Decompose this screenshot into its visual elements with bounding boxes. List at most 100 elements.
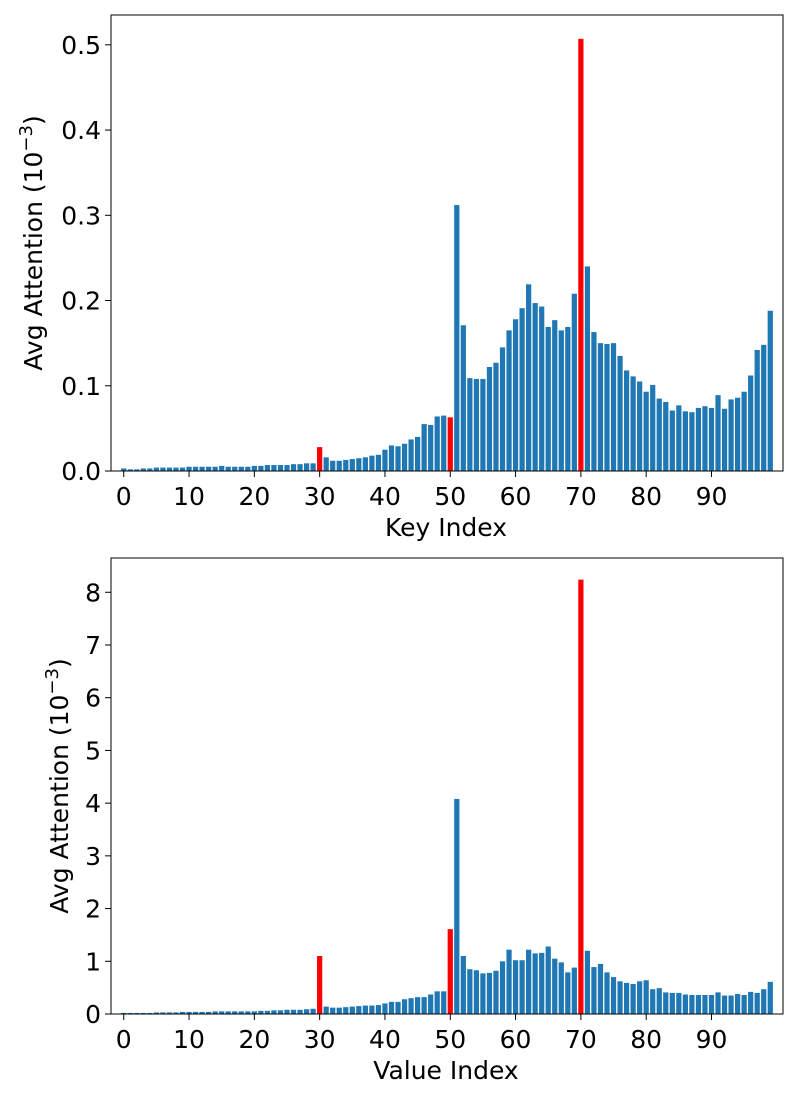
y-tick-label-3: 3: [85, 842, 101, 871]
bar-56: [486, 972, 493, 1014]
bar-26: [290, 464, 297, 471]
bar-75: [610, 977, 617, 1014]
bar-80: [643, 391, 649, 471]
bar-21: [258, 1010, 264, 1014]
bar-40: [382, 449, 388, 471]
bar-88: [695, 407, 702, 471]
bar-78: [630, 376, 636, 471]
bar-23: [271, 1010, 277, 1014]
bar-89: [702, 406, 708, 471]
bar-82: [656, 988, 662, 1014]
bar-19: [245, 1011, 251, 1014]
bar-89: [702, 995, 708, 1014]
bar-7: [166, 467, 173, 471]
axes-frame: [110, 557, 784, 1015]
x-tick-label-0: 0: [116, 1025, 132, 1054]
axes-frame: [110, 14, 784, 472]
x-tick-label-60: 60: [500, 1025, 532, 1054]
bar-93: [728, 995, 734, 1014]
bar-37: [362, 457, 368, 471]
bar-61: [519, 960, 525, 1014]
bar-31: [323, 1006, 329, 1014]
bar-highlight-30: [317, 956, 323, 1014]
x-tick-label-10: 10: [173, 482, 205, 511]
bar-19: [245, 466, 251, 471]
bar-71: [584, 950, 591, 1014]
bar-83: [663, 992, 669, 1014]
bar-83: [663, 401, 669, 471]
bar-79: [637, 381, 643, 471]
bar-98: [761, 344, 767, 471]
bar-48: [434, 416, 440, 471]
bar-6: [160, 1012, 166, 1014]
bar-39: [375, 454, 382, 471]
bar-95: [741, 995, 747, 1014]
x-tick-label-10: 10: [173, 1025, 205, 1054]
bars: [121, 38, 773, 472]
bar-63: [532, 303, 538, 471]
bar-33: [336, 460, 342, 471]
bar-22: [264, 465, 271, 471]
bar-92: [721, 408, 728, 471]
bar-27: [297, 464, 303, 471]
bar-54: [473, 970, 479, 1014]
x-axis-title: Value Index: [373, 1056, 518, 1085]
bar-65: [545, 326, 551, 471]
bar-17: [232, 1011, 238, 1014]
bar-66: [552, 958, 558, 1014]
bar-79: [637, 981, 643, 1014]
bar-46: [421, 997, 427, 1014]
y-axis-title-suffix: ): [45, 658, 74, 668]
bar-26: [290, 1009, 297, 1014]
bar-34: [343, 459, 349, 471]
y-tick-label-6: 6: [85, 684, 101, 713]
y-axis-title-base: Avg Attention (10: [19, 152, 48, 371]
bar-62: [526, 284, 532, 471]
bar-77: [623, 370, 630, 471]
bar-77: [623, 982, 630, 1014]
bar-69: [571, 967, 577, 1014]
y-axis-title-exponent: −3: [16, 125, 37, 152]
bar-21: [258, 465, 264, 471]
bar-23: [271, 465, 277, 471]
bar-54: [473, 378, 479, 471]
bar-6: [160, 467, 166, 471]
bar-99: [767, 310, 773, 471]
bar-49: [441, 415, 447, 471]
bar-72: [591, 967, 597, 1014]
bar-60: [512, 960, 519, 1014]
bar-28: [303, 1009, 310, 1014]
bar-86: [682, 411, 688, 471]
x-tick-label-20: 20: [238, 482, 270, 511]
bar-11: [192, 466, 199, 471]
bar-92: [721, 995, 728, 1014]
bar-15: [219, 465, 225, 471]
bar-38: [369, 1005, 375, 1014]
bar-11: [192, 1011, 199, 1014]
bar-56: [486, 367, 493, 471]
bar-59: [506, 330, 512, 471]
bar-40: [382, 1003, 388, 1014]
bar-1: [127, 1012, 133, 1014]
y-tick-label-2: 0.2: [61, 287, 101, 316]
bar-94: [735, 993, 741, 1014]
bar-42: [395, 1001, 401, 1014]
bar-25: [284, 465, 290, 471]
bar-32: [330, 460, 336, 471]
x-tick-label-30: 30: [304, 1025, 336, 1054]
bar-72: [591, 332, 597, 471]
bar-76: [617, 981, 623, 1014]
bar-24: [277, 465, 284, 471]
bar-35: [349, 459, 355, 471]
bar-99: [767, 981, 773, 1014]
bar-41: [388, 1001, 395, 1014]
bar-14: [212, 1011, 218, 1014]
bar-85: [676, 992, 682, 1014]
bar-98: [761, 989, 767, 1014]
bar-33: [336, 1007, 342, 1014]
bar-91: [715, 992, 721, 1014]
x-tick-label-80: 80: [630, 1025, 662, 1054]
x-tick-label-40: 40: [369, 482, 401, 511]
bar-49: [441, 991, 447, 1014]
bar-81: [650, 384, 656, 471]
